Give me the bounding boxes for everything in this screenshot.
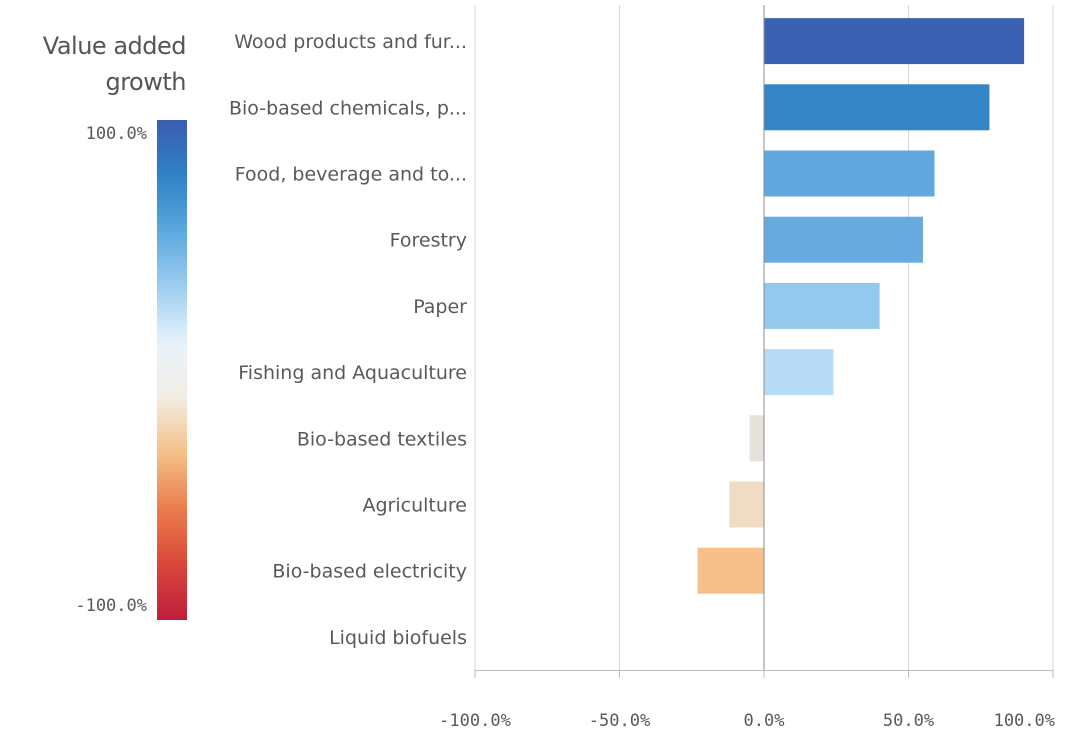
- category-label: Fishing and Aquaculture: [238, 362, 467, 384]
- category-label: Bio-based chemicals, p...: [229, 97, 467, 119]
- bar[interactable]: [764, 349, 834, 396]
- legend-max-label: 100.0%: [85, 124, 147, 144]
- x-tick-label: 100.0%: [994, 711, 1055, 731]
- category-label: Bio-based textiles: [297, 428, 467, 450]
- bar-layer: [697, 18, 1025, 594]
- bar[interactable]: [697, 547, 764, 594]
- legend-title: Value added growth: [42, 28, 187, 100]
- bar[interactable]: [764, 216, 923, 263]
- category-label: Forestry: [390, 230, 467, 252]
- bar[interactable]: [764, 18, 1025, 65]
- category-label: Wood products and fur...: [234, 31, 467, 53]
- category-label-layer: Wood products and fur... Bio-based chemic…: [229, 31, 467, 649]
- bar[interactable]: [764, 150, 935, 197]
- bar[interactable]: [764, 84, 990, 131]
- legend-title-line2: growth: [105, 68, 186, 96]
- category-label: Food, beverage and to...: [235, 164, 467, 186]
- x-tick-label: 50.0%: [883, 711, 934, 731]
- tick-label-layer: -100.0% -50.0% 0.0% 50.0% 100.0%: [439, 711, 1055, 731]
- legend-min-label: -100.0%: [75, 596, 147, 616]
- x-tick-label: -100.0%: [439, 711, 511, 731]
- category-label: Bio-based electricity: [272, 561, 467, 583]
- color-legend-gradient: [157, 120, 187, 620]
- x-tick-label: -50.0%: [589, 711, 650, 731]
- legend-title-line1: Value added: [42, 32, 187, 60]
- bar[interactable]: [764, 282, 880, 329]
- bar[interactable]: [749, 415, 764, 462]
- bar[interactable]: [729, 481, 764, 528]
- category-label: Liquid biofuels: [329, 627, 467, 649]
- category-label: Agriculture: [363, 495, 468, 517]
- x-tick-label: 0.0%: [744, 711, 785, 731]
- category-label: Paper: [413, 296, 467, 318]
- axis-layer: [474, 5, 1054, 678]
